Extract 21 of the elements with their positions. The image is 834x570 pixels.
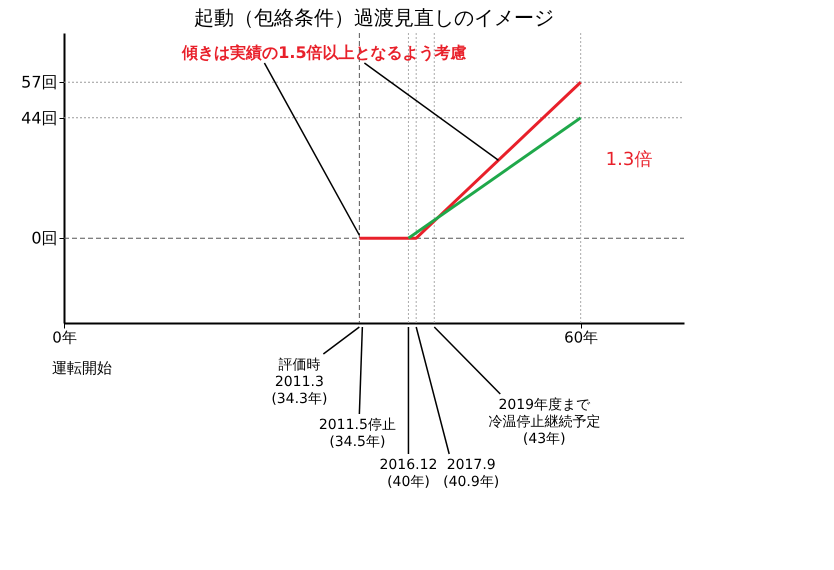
text: 冷温停止継続予定 [488,414,600,430]
text: (43年) [522,431,566,447]
text: (34.5年) [329,434,386,450]
x-tick-label: 60年 [564,328,598,346]
y-tick-label: 0回 [31,228,58,248]
text: 2011.3 [274,374,324,390]
text: 2017.9 [446,457,496,473]
text: 運転開始 [52,359,112,377]
y-tick-label: 44回 [21,108,58,128]
annotation: 傾きは実績の1.5倍以上となるよう考慮 [181,43,467,62]
y-tick-label: 57回 [21,72,58,92]
text: (34.3年) [271,391,328,407]
text: 2011.5停止 [318,417,396,433]
text: (40.9年) [443,474,500,490]
text: 2019年度まで [498,397,592,413]
annotation: 1.3倍 [606,149,652,170]
text: (40年) [387,474,430,490]
chart-title: 起動（包絡条件）過渡見直しのイメージ [194,6,554,30]
text: 2016.12 [379,457,438,473]
text: 評価時 [278,357,320,373]
x-tick-label: 0年 [52,328,77,346]
